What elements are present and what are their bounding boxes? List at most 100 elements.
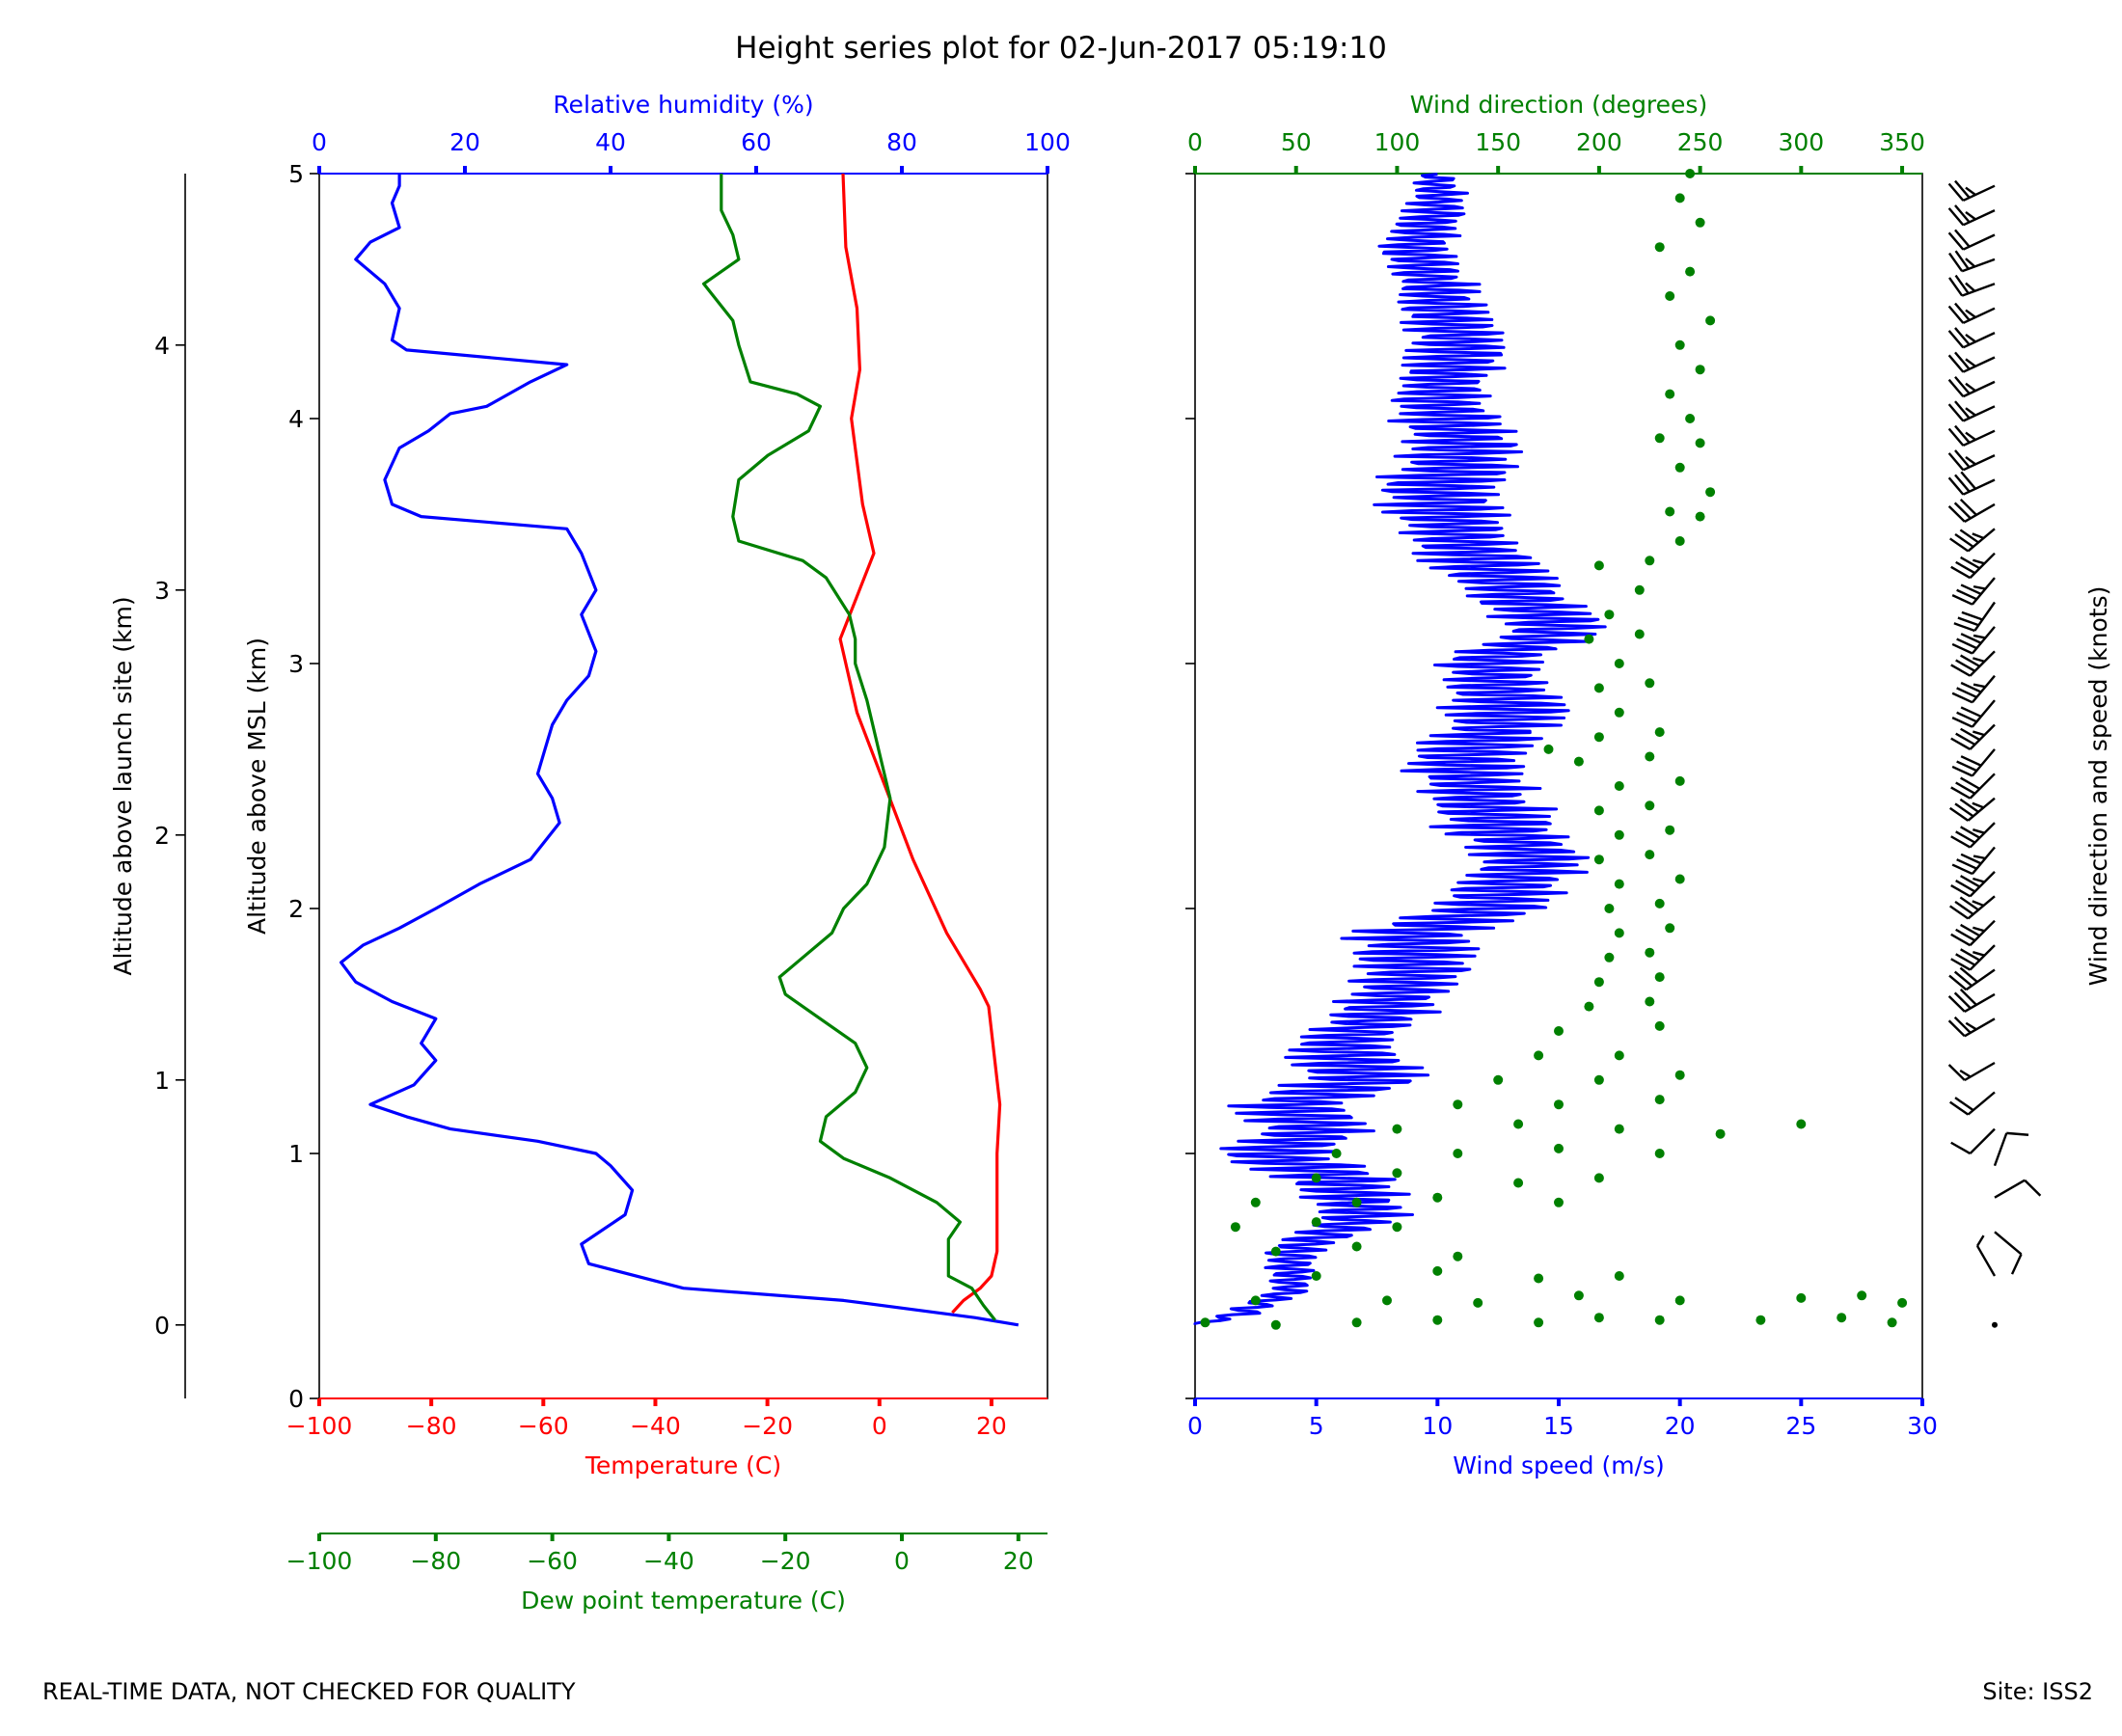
wind-barb-flag bbox=[1954, 229, 1971, 248]
wind-barb-flag bbox=[1954, 802, 1974, 818]
wind-barb-flag bbox=[1953, 622, 1975, 633]
wind-barb-flag bbox=[1950, 835, 1972, 849]
wind-direction-point bbox=[1584, 1001, 1594, 1012]
wind-barb-flag bbox=[1951, 863, 1973, 876]
barb-axis-label: Wind direction and speed (knots) bbox=[2084, 586, 2112, 987]
wind-direction-point bbox=[1674, 193, 1685, 203]
wind-barb-flag bbox=[1959, 1069, 1972, 1078]
wind-direction-point bbox=[1311, 1217, 1321, 1228]
wind-direction-point bbox=[1230, 1222, 1240, 1233]
wind-direction-point bbox=[1685, 169, 1696, 178]
wind-direction-point bbox=[1685, 266, 1696, 277]
launch-tick-label: 1 bbox=[154, 1067, 170, 1095]
wind-barb-flag bbox=[1965, 333, 1976, 343]
wind-barb-flag bbox=[1972, 854, 1986, 860]
wind-barb-flag bbox=[1950, 664, 1972, 677]
wind-barb-flag bbox=[1954, 532, 1974, 548]
wind-barb-flag bbox=[1947, 378, 1965, 397]
wind-x-tick-label-1: 50 bbox=[1281, 128, 1312, 156]
wind-direction-point bbox=[1614, 1124, 1624, 1134]
wind-barb-flag bbox=[1955, 732, 1976, 746]
wind-direction-point bbox=[1715, 1128, 1726, 1139]
x-tick-label-0: −20 bbox=[742, 1412, 793, 1440]
wind-direction-point bbox=[1593, 854, 1604, 865]
wind-barb-flag bbox=[1954, 250, 1970, 270]
wind-barb-flag bbox=[1947, 231, 1965, 251]
wind-barb-flag bbox=[1959, 966, 1978, 984]
wind-barbs bbox=[1947, 179, 2042, 1328]
wind-x-tick-label-1: 300 bbox=[1778, 128, 1824, 156]
wind-direction-point bbox=[1796, 1292, 1807, 1303]
wind-direction-point bbox=[1674, 775, 1685, 786]
wind-barb-flag bbox=[1972, 730, 1985, 737]
wind-direction-point bbox=[1584, 634, 1594, 644]
wind-barb-flag bbox=[1956, 687, 1977, 699]
wind-barb-flag bbox=[1956, 711, 1977, 723]
wind-direction-point bbox=[1351, 1197, 1362, 1207]
wind-barb-flag bbox=[1948, 277, 1964, 297]
wind-barb-staff bbox=[1967, 1091, 1996, 1116]
wind-x-tick-label-0: 25 bbox=[1785, 1412, 1816, 1440]
wind-direction-point bbox=[1200, 1317, 1211, 1328]
wind-barb-flag bbox=[1960, 948, 1981, 962]
wind-barb-flag bbox=[1956, 858, 1977, 870]
wind-barb-flag bbox=[1965, 1021, 1977, 1031]
wind-barb-flag bbox=[1972, 584, 1986, 590]
wind-barb-flag bbox=[1959, 896, 1979, 911]
wind-barb-flag bbox=[1947, 354, 1965, 373]
wind-direction-point bbox=[1634, 629, 1645, 639]
wind-barb-flag bbox=[1949, 806, 1970, 822]
wind-barb-flag bbox=[1972, 657, 1985, 664]
wind-barb-flag bbox=[1957, 616, 1979, 627]
x-tick-label-0: −40 bbox=[630, 1412, 681, 1440]
wind-barb-flag bbox=[1960, 633, 1982, 644]
wind-x-tick-label-1: 150 bbox=[1475, 128, 1521, 156]
wind-x-tick-label-0: 10 bbox=[1422, 1412, 1453, 1440]
wind-direction-point bbox=[1614, 1050, 1624, 1061]
wind-barb-flag bbox=[1951, 692, 1973, 704]
wind-barb-flag bbox=[1959, 498, 1977, 516]
series-temperature bbox=[838, 173, 1002, 1315]
wind-direction-point bbox=[1755, 1315, 1766, 1325]
wind-barb-flag bbox=[2006, 1131, 2029, 1136]
msl-tick-label: 5 bbox=[288, 160, 304, 188]
wind-direction-point bbox=[1392, 1168, 1402, 1179]
wind-barb-flag bbox=[1960, 755, 1982, 767]
wind-barb-staff bbox=[1969, 1127, 1996, 1154]
wind-direction-point bbox=[1645, 678, 1655, 689]
x-tick-label-0: −100 bbox=[286, 1412, 353, 1440]
wind-barb-flag bbox=[1972, 634, 1986, 639]
wind-barb-flag bbox=[1960, 681, 1982, 693]
wind-barb-flag bbox=[1960, 706, 1982, 719]
wind-direction-point bbox=[1695, 217, 1705, 228]
wind-direction-point bbox=[1311, 1271, 1321, 1281]
wind-barb-flag bbox=[1947, 1064, 1966, 1081]
wind-barb-flag bbox=[1954, 900, 1974, 915]
wind-barb-flag bbox=[1955, 928, 1976, 942]
wind-barb-flag bbox=[1955, 659, 1976, 672]
wind-direction-point bbox=[1887, 1317, 1897, 1328]
wind-direction-point bbox=[1897, 1297, 1908, 1308]
wind-direction-point bbox=[1432, 1265, 1443, 1276]
wind-direction-point bbox=[1614, 1271, 1624, 1281]
wind-barb-flag bbox=[1955, 830, 1976, 844]
wind-barb-flag bbox=[1955, 953, 1976, 966]
launch-tick-label: 3 bbox=[154, 577, 170, 605]
wind-direction-point bbox=[1392, 1222, 1402, 1233]
wind-direction-point bbox=[1453, 1149, 1463, 1158]
wind-barb-flag bbox=[1954, 327, 1971, 346]
x-axis-label-1: Relative humidity (%) bbox=[553, 91, 813, 119]
wind-direction-point bbox=[1593, 1074, 1604, 1085]
wind-direction-point bbox=[1593, 1313, 1604, 1323]
wind-barb-flag bbox=[1972, 683, 1986, 689]
wind-direction-point bbox=[1593, 1173, 1604, 1183]
wind-barb-flag bbox=[1972, 828, 1985, 834]
wind-barb-flag bbox=[1965, 382, 1976, 393]
x-tick-label-1: 80 bbox=[886, 128, 917, 156]
wind-barb-flag bbox=[1956, 760, 1977, 773]
wind-direction-point bbox=[1674, 339, 1685, 350]
wind-direction-point bbox=[1614, 879, 1624, 889]
wind-direction-point bbox=[1614, 781, 1624, 791]
